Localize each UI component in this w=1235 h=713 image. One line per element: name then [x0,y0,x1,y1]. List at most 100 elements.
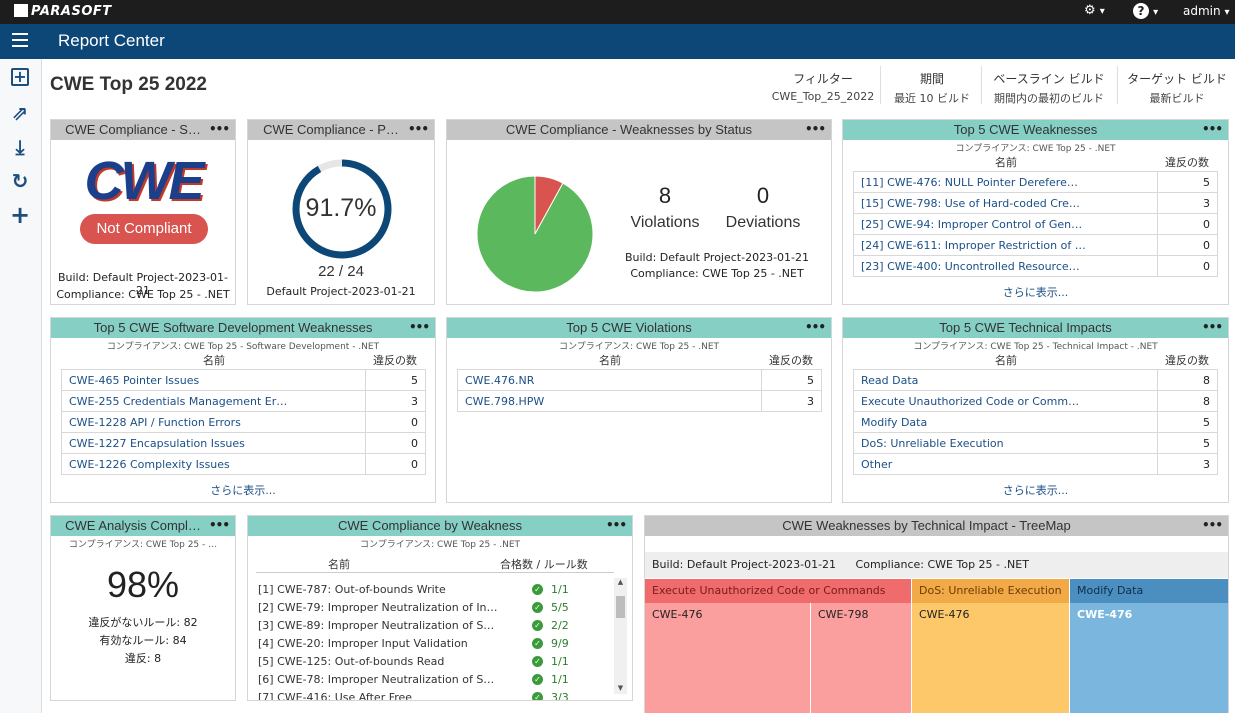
widget-menu-icon[interactable]: ••• [208,122,230,136]
weakness-link[interactable]: CWE-1228 API / Function Errors [61,411,366,433]
list-item[interactable]: [2] CWE-79: Improper Neutralization of I… [258,601,500,614]
table-row[interactable]: CWE-255 Credentials Management Er… 3 [61,390,426,412]
add-widget-icon[interactable]: + [11,68,29,86]
impact-link[interactable]: Modify Data [853,411,1158,433]
treemap-cell[interactable]: CWE-798 [811,603,911,713]
violation-count: 0 [1157,255,1218,277]
treemap-group-dos[interactable]: DoS: Unreliable Execution [912,579,1069,603]
compliance-gauge [292,159,392,259]
baseline-build-value: 期間内の最初のビルド [994,92,1104,105]
widget-menu-icon[interactable]: ••• [208,518,230,532]
table-row[interactable]: CWE-1228 API / Function Errors 0 [61,411,426,433]
list-item[interactable]: [1] CWE-787: Out-of-bounds Write [258,583,446,596]
add-dashboard-icon[interactable]: + [9,201,31,229]
table-row[interactable]: Execute Unauthorized Code or Comm… 8 [853,390,1218,412]
pie-slice-compliant[interactable] [476,175,594,293]
gear-icon: ⚙ [1084,3,1096,18]
weakness-link[interactable]: [15] CWE-798: Use of Hard-coded Cre… [853,192,1158,214]
show-more-link[interactable]: さらに表示... [210,484,276,497]
widget-menu-icon[interactable]: ••• [1201,122,1223,136]
treemap-cell[interactable]: CWE-476 [912,603,1069,713]
table-row[interactable]: CWE-1227 Encapsulation Issues 0 [61,432,426,454]
pass-ratio: 9/9 [551,637,569,650]
check-icon: ✓ [532,602,543,613]
filter-selector[interactable]: フィルター CWE_Top_25_2022 [768,70,878,106]
weakness-link[interactable]: CWE-1226 Complexity Issues [61,453,366,475]
help-menu[interactable]: ? ▾ [1133,3,1158,19]
show-more-link[interactable]: さらに表示... [1002,286,1069,299]
widget-menu-icon[interactable]: ••• [804,122,826,136]
widget-menu-icon[interactable]: ••• [1201,320,1223,334]
share-icon[interactable]: ⇗ [11,101,29,125]
widget-menu-icon[interactable]: ••• [605,518,627,532]
table-row[interactable]: Other 3 [853,453,1218,475]
refresh-icon[interactable]: ↻ [11,169,29,193]
weakness-link[interactable]: [24] CWE-611: Improper Restriction of … [853,234,1158,256]
check-icon: ✓ [532,692,543,700]
list-item[interactable]: [4] CWE-20: Improper Input Validation [258,637,468,650]
violations-count: 8 [658,183,672,208]
period-selector[interactable]: 期間 最近 10 ビルド [884,70,980,106]
list-scrollbar[interactable]: ▲ ▼ [614,578,627,694]
violation-count: 5 [761,369,822,391]
target-build-selector[interactable]: ターゲット ビルド 最新ビルド [1122,70,1232,106]
treemap-group-execute[interactable]: Execute Unauthorized Code or Commands [645,579,911,603]
weakness-link[interactable]: CWE-255 Credentials Management Er… [61,390,366,412]
list-item[interactable]: [7] CWE-416: Use After Free [258,691,413,701]
pass-ratio: 5/5 [551,601,569,614]
widget-compliance-status: CWE Compliance - S… ••• CWE Not Complian… [50,119,236,305]
download-icon[interactable]: ⤓ [15,135,25,159]
impact-link[interactable]: Other [853,453,1158,475]
weakness-link[interactable]: [23] CWE-400: Uncontrolled Resource… [853,255,1158,277]
widget-menu-icon[interactable]: ••• [408,320,430,334]
violation-link[interactable]: CWE.798.HPW [457,390,762,412]
table-row[interactable]: [11] CWE-476: NULL Pointer Derefere… 5 [853,171,1218,193]
weakness-link[interactable]: CWE-1227 Encapsulation Issues [61,432,366,454]
scroll-down-icon[interactable]: ▼ [617,684,624,692]
treemap-cell[interactable]: CWE-476 [1070,603,1228,713]
impact-link[interactable]: DoS: Unreliable Execution [853,432,1158,454]
list-item[interactable]: [5] CWE-125: Out-of-bounds Read [258,655,445,668]
table-row[interactable]: CWE.476.NR 5 [457,369,822,391]
widget-menu-icon[interactable]: ••• [407,122,429,136]
scroll-up-icon[interactable]: ▲ [617,578,624,586]
hamburger-menu-icon[interactable] [12,33,28,47]
show-more-link[interactable]: さらに表示... [1002,484,1069,497]
settings-menu[interactable]: ⚙ ▾ [1084,3,1105,18]
table-row[interactable]: CWE-465 Pointer Issues 5 [61,369,426,391]
compliance-label: Compliance: CWE Top 25 - .NET [855,558,1029,571]
table-row[interactable]: [24] CWE-611: Improper Restriction of … 0 [853,234,1218,256]
list-item[interactable]: [6] CWE-78: Improper Neutralization of S… [258,673,500,686]
list-item[interactable]: [3] CWE-89: Improper Neutralization of S… [258,619,500,632]
weakness-link[interactable]: CWE-465 Pointer Issues [61,369,366,391]
widget-menu-icon[interactable]: ••• [804,320,826,334]
table-row[interactable]: CWE-1226 Complexity Issues 0 [61,453,426,475]
treemap-cell[interactable]: CWE-476 [645,603,811,713]
compliance-subtitle: コンプライアンス: CWE Top 25 - Technical Impact … [913,342,1158,352]
impact-link[interactable]: Execute Unauthorized Code or Comm… [853,390,1158,412]
weakness-link[interactable]: [11] CWE-476: NULL Pointer Derefere… [853,171,1158,193]
table-row[interactable]: [25] CWE-94: Improper Control of Gen… 0 [853,213,1218,235]
scrollbar-thumb[interactable] [616,596,625,618]
filter-label: フィルター [793,72,853,86]
impact-link[interactable]: Read Data [853,369,1158,391]
table-row[interactable]: Read Data 8 [853,369,1218,391]
violation-count: 3 [1157,453,1218,475]
weakness-link[interactable]: [25] CWE-94: Improper Control of Gen… [853,213,1158,235]
left-toolbar: + ⇗ ⤓ ↻ + [0,59,42,713]
table-row[interactable]: CWE.798.HPW 3 [457,390,822,412]
violation-link[interactable]: CWE.476.NR [457,369,762,391]
user-menu[interactable]: admin ▾ [1183,4,1229,18]
treemap-group-modify[interactable]: Modify Data [1070,579,1228,603]
top5-violations-table: CWE.476.NR 5 CWE.798.HPW 3 [457,369,822,412]
table-row[interactable]: Modify Data 5 [853,411,1218,433]
table-row[interactable]: [23] CWE-400: Uncontrolled Resource… 0 [853,255,1218,277]
baseline-build-selector[interactable]: ベースライン ビルド 期間内の最初のビルド [986,70,1112,106]
widget-weaknesses-by-status: CWE Compliance - Weaknesses by Status ••… [446,119,832,305]
compliance-label: Compliance: CWE Top 25 - .NET [630,267,804,280]
parasoft-logo[interactable]: PARASOFT [14,4,112,19]
table-row[interactable]: [15] CWE-798: Use of Hard-coded Cre… 3 [853,192,1218,214]
widget-menu-icon[interactable]: ••• [1201,518,1223,532]
chevron-down-icon: ▾ [1224,7,1230,18]
table-row[interactable]: DoS: Unreliable Execution 5 [853,432,1218,454]
